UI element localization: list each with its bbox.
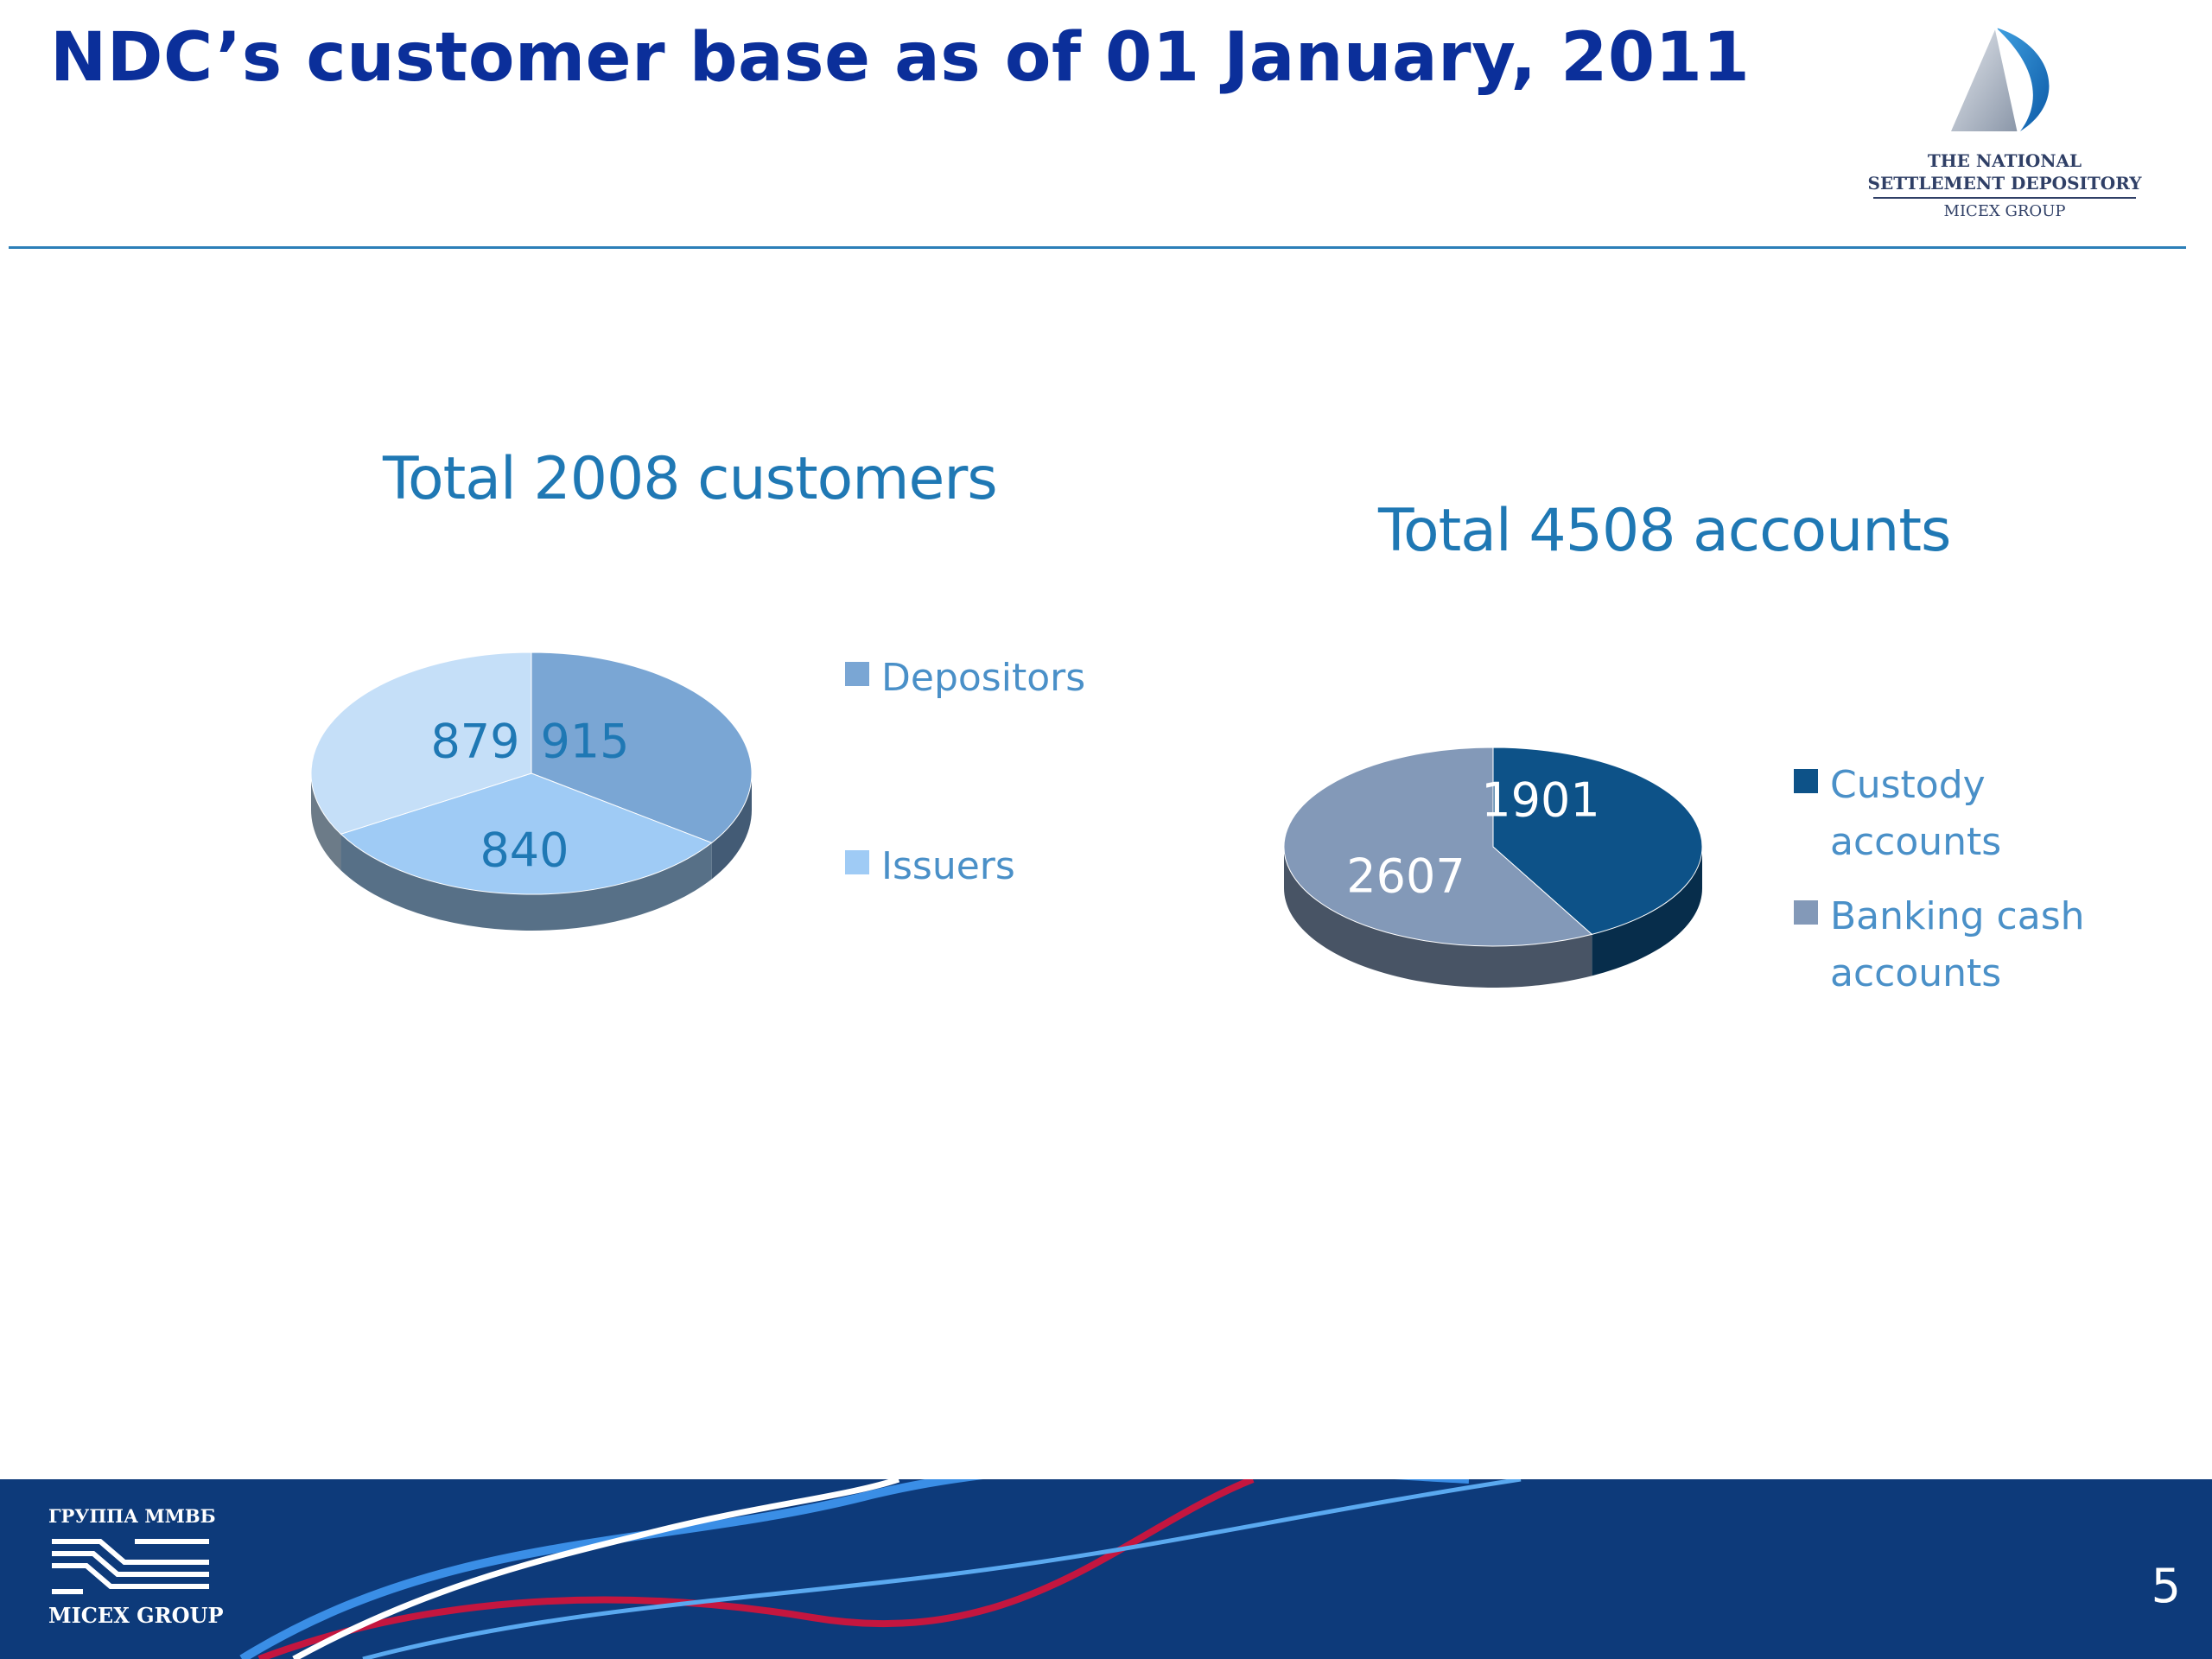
logo-line-1: THE NATIONAL <box>1927 150 2082 171</box>
wave-decoration <box>239 1479 1522 1659</box>
legend-label-issuers: Issuers <box>881 844 1015 888</box>
legend-swatch-depositors <box>845 662 869 686</box>
pie2-side-1 <box>1284 847 1592 988</box>
footer-logo-top: ГРУППА ММВБ <box>48 1505 216 1527</box>
legend-depositors: Depositors <box>845 650 1085 707</box>
page-number: 5 <box>2151 1559 2181 1613</box>
pie2-slice-1 <box>1283 747 1593 947</box>
legend-issuers: Issuers <box>845 838 1015 895</box>
pie2-data-label-0: 1901 <box>1481 773 1599 828</box>
micex-logo-icon <box>52 1539 209 1594</box>
pie1-side-2 <box>311 773 341 871</box>
pie2-side-0 <box>1592 847 1702 976</box>
footer-bar: ГРУППА ММВБ MICEX GROUP 5 <box>0 1479 2212 1659</box>
pie1-data-label-1: 840 <box>480 823 569 878</box>
footer-logo-bottom: MICEX GROUP <box>48 1603 224 1628</box>
sail-logo-icon <box>1951 27 2050 132</box>
pie1-side-1 <box>340 834 712 931</box>
legend-swatch-issuers <box>845 850 869 874</box>
pie1-data-label-0: 915 <box>540 715 629 769</box>
legend-swatch-custody <box>1794 769 1818 793</box>
pie-chart-1: 915 840 879 <box>310 652 753 931</box>
legend-custody: Custody accounts <box>1794 757 2037 871</box>
legend-banking: Banking cash accounts <box>1794 888 2089 1002</box>
pie1-data-label-2: 879 <box>430 715 519 769</box>
pie2-slice-0 <box>1492 747 1703 935</box>
logo-line-3: MICEX GROUP <box>1943 202 2066 220</box>
legend-label-banking: Banking cash accounts <box>1830 894 2085 995</box>
chart1-title: Total 2008 customers <box>383 445 998 513</box>
logo-line-2: SETTLEMENT DEPOSITORY <box>1867 173 2142 194</box>
pie2-data-label-1: 2607 <box>1346 849 1465 904</box>
pie1-slice-1 <box>340 772 713 895</box>
header-divider <box>9 246 2186 249</box>
pie-chart-2: 1901 2607 <box>1283 747 1703 988</box>
chart2-title: Total 4508 accounts <box>1378 497 1951 565</box>
legend-label-custody: Custody accounts <box>1830 763 2002 864</box>
slide-title: NDC’s customer base as of 01 January, 20… <box>50 19 1751 97</box>
pie1-slice-2 <box>310 652 532 835</box>
nsd-logo: THE NATIONAL SETTLEMENT DEPOSITORY MICEX… <box>1866 21 2143 228</box>
pie1-slice-0 <box>531 652 753 843</box>
legend-label-depositors: Depositors <box>881 656 1086 700</box>
legend-swatch-banking <box>1794 900 1818 925</box>
pie1-side-0 <box>711 773 752 880</box>
logo-divider <box>1873 197 2136 199</box>
